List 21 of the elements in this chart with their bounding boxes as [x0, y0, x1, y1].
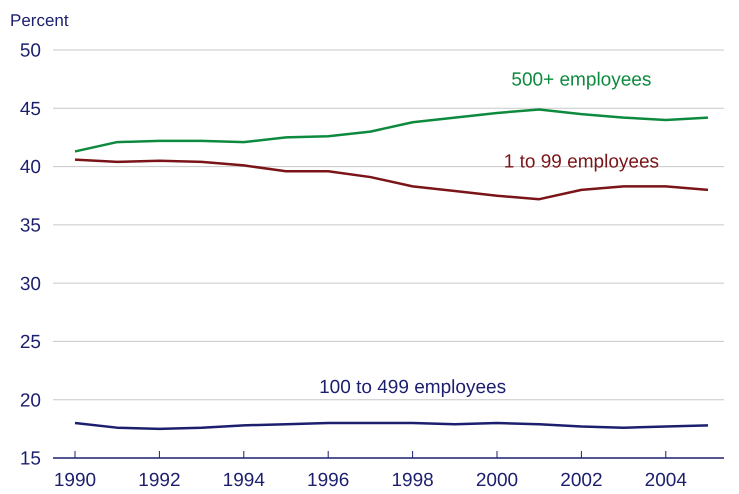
x-tick-label: 1992	[138, 470, 181, 491]
y-axis-title: Percent	[10, 11, 69, 30]
y-tick-label: 45	[20, 98, 41, 120]
y-tick-label: 40	[20, 157, 41, 178]
x-tick-label: 1998	[391, 470, 434, 491]
line-series	[74, 108, 710, 153]
series-label: 100 to 499 employees	[319, 377, 506, 398]
x-tick-label: 1996	[307, 470, 350, 491]
series-label: 500+ employees	[511, 70, 652, 91]
x-tick-label: 2004	[644, 470, 688, 491]
y-tick-label: 30	[20, 274, 41, 295]
y-tick-label: 50	[20, 40, 41, 62]
x-tick-label: 2000	[476, 470, 518, 491]
y-tick-label: 15	[20, 448, 41, 470]
x-tick-label: 1994	[222, 470, 266, 491]
y-tick-label: 25	[20, 332, 41, 354]
y-tick-label: 35	[20, 216, 41, 237]
x-tick-label: 1990	[54, 470, 96, 491]
series-label: 1 to 99 employees	[504, 151, 660, 172]
y-tick-label: 20	[20, 390, 41, 412]
x-tick-label: 2002	[560, 470, 603, 491]
